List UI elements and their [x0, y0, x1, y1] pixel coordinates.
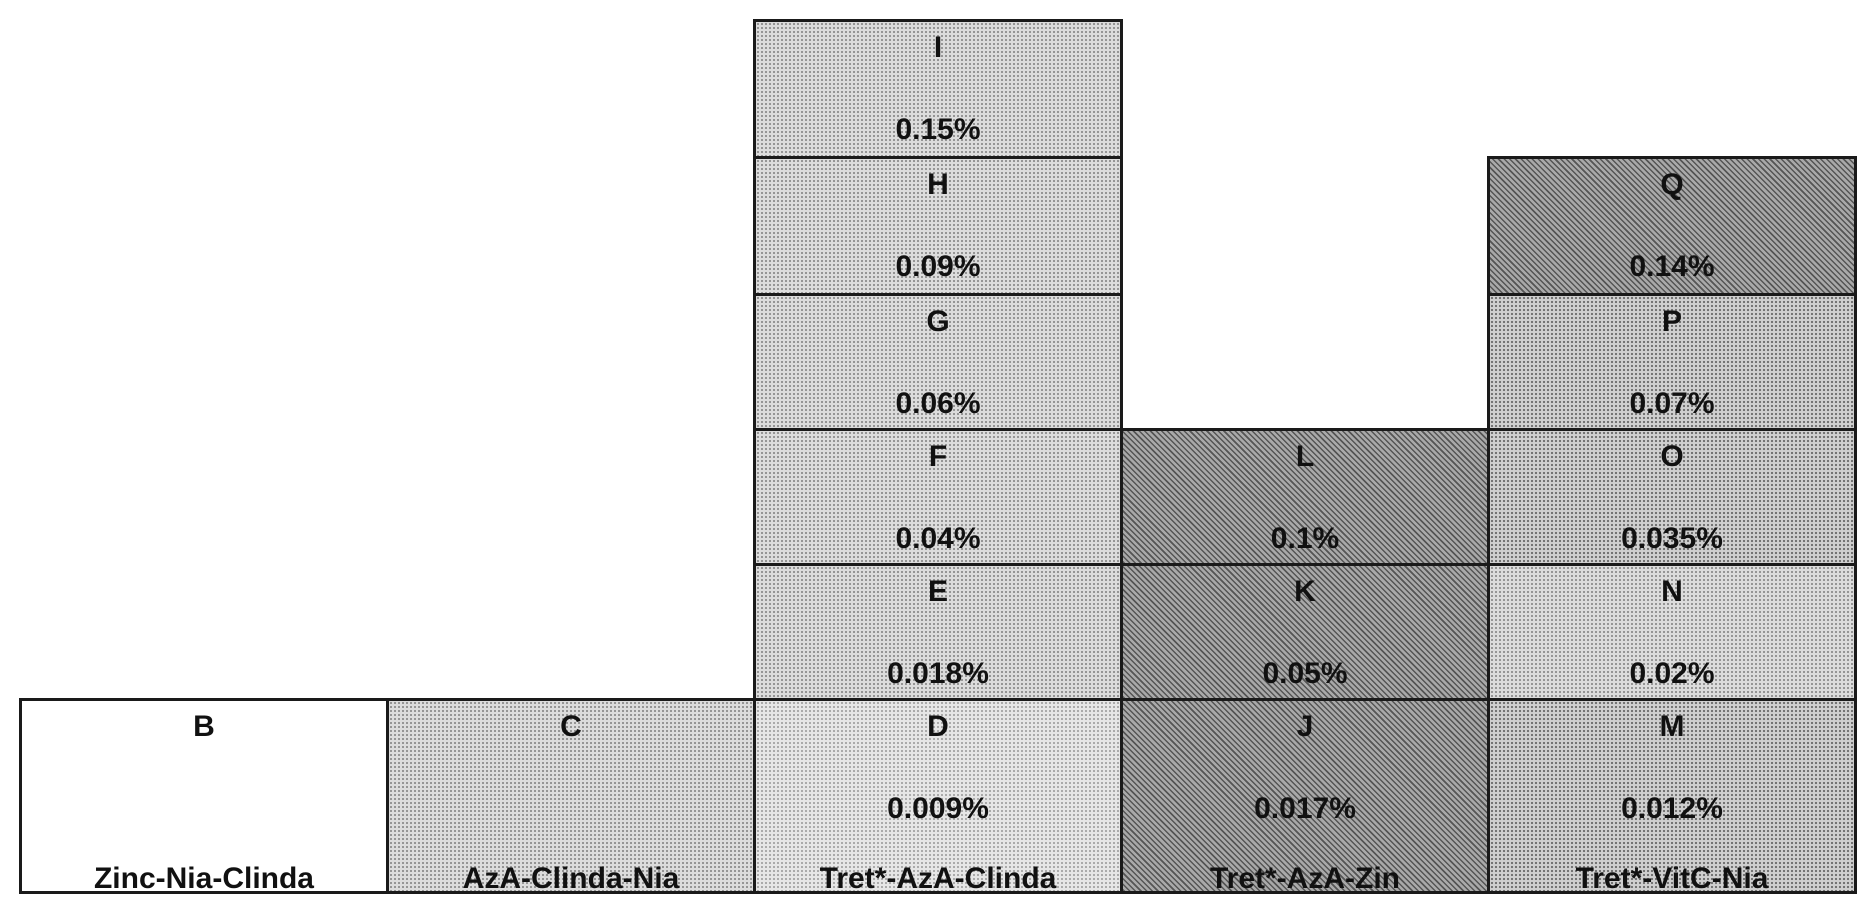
cell-M-value: 0.012% [1621, 792, 1723, 825]
cell-C: C AzA-Clinda-Nia [386, 698, 756, 895]
cell-G: G 0.06% [753, 293, 1123, 431]
cell-B: B Zinc-Nia-Clinda [19, 698, 389, 895]
cell-L-value: 0.1% [1270, 522, 1340, 555]
cell-L: L 0.1% [1120, 428, 1490, 566]
cell-C-label: AzA-Clinda-Nia [462, 862, 680, 895]
cell-D-value: 0.009% [887, 792, 989, 825]
cell-L-letter: L [1295, 440, 1315, 473]
cell-B-letter: B [193, 710, 215, 743]
cell-P-value: 0.07% [1629, 387, 1715, 420]
cell-H: H 0.09% [753, 156, 1123, 296]
cell-M-letter: M [1659, 710, 1685, 743]
cell-N: N 0.02% [1487, 563, 1857, 701]
cell-Q-letter: Q [1660, 168, 1684, 201]
cell-H-letter: H [927, 168, 949, 201]
cell-P-letter: P [1661, 305, 1682, 338]
cell-K-letter: K [1294, 575, 1316, 608]
cell-I-value: 0.15% [895, 113, 981, 146]
cell-F-letter: F [928, 440, 948, 473]
cell-E: E 0.018% [753, 563, 1123, 701]
cell-H-value: 0.09% [895, 250, 981, 283]
cell-D-label: Tret*-AzA-Clinda [819, 862, 1057, 895]
cell-D-letter: D [927, 710, 949, 743]
cell-G-letter: G [926, 305, 950, 338]
cell-O-letter: O [1660, 440, 1684, 473]
cell-K: K 0.05% [1120, 563, 1490, 701]
cell-I-letter: I [933, 31, 943, 64]
cell-P: P 0.07% [1487, 293, 1857, 431]
cell-N-value: 0.02% [1629, 657, 1715, 690]
cell-O: O 0.035% [1487, 428, 1857, 566]
cell-Q-value: 0.14% [1629, 250, 1715, 283]
cell-N-letter: N [1661, 575, 1683, 608]
cell-G-value: 0.06% [895, 387, 981, 420]
cell-F: F 0.04% [753, 428, 1123, 566]
cell-Q: Q 0.14% [1487, 156, 1857, 296]
cell-O-value: 0.035% [1621, 522, 1723, 555]
cell-K-value: 0.05% [1262, 657, 1348, 690]
cell-J-label: Tret*-AzA-Zin [1210, 862, 1400, 895]
cell-C-letter: C [560, 710, 582, 743]
cell-J-value: 0.017% [1254, 792, 1356, 825]
cell-I: I 0.15% [753, 19, 1123, 159]
cell-E-letter: E [927, 575, 948, 608]
cell-E-value: 0.018% [887, 657, 989, 690]
cell-J-letter: J [1296, 710, 1314, 743]
cell-M: M 0.012% Tret*-VitC-Nia [1487, 698, 1857, 895]
cell-D: D 0.009% Tret*-AzA-Clinda [753, 698, 1123, 895]
cell-F-value: 0.04% [895, 522, 981, 555]
cell-M-label: Tret*-VitC-Nia [1575, 862, 1769, 895]
cell-J: J 0.017% Tret*-AzA-Zin [1120, 698, 1490, 895]
cell-B-label: Zinc-Nia-Clinda [93, 862, 314, 895]
